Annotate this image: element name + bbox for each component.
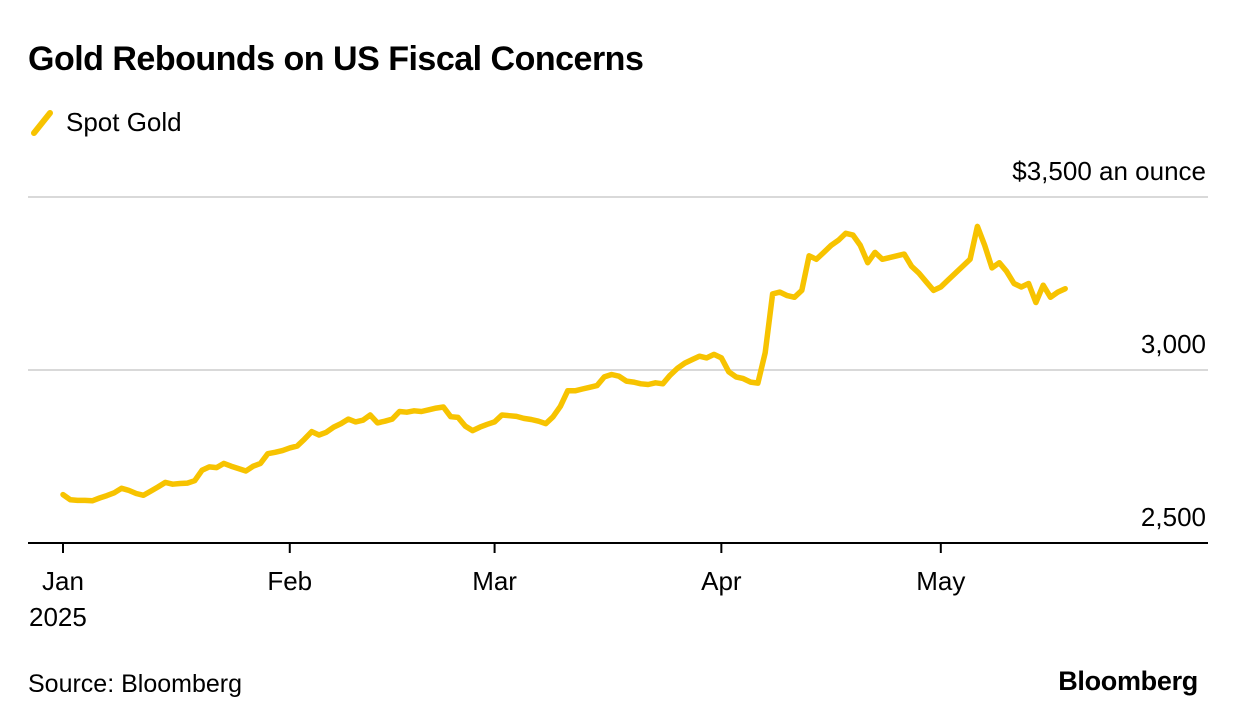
chart-title: Gold Rebounds on US Fiscal Concerns [28, 40, 644, 78]
y-tick-label-3000: 3,000 [1141, 329, 1206, 359]
series [60, 223, 1068, 504]
x-axis [28, 542, 1208, 553]
source-note: Source: Bloomberg [28, 670, 243, 698]
series-line-spot-gold [60, 223, 1068, 504]
legend-swatch-spot-gold [31, 110, 53, 136]
x-tick-label-may: May [916, 566, 965, 596]
legend-label-spot-gold: Spot Gold [66, 106, 182, 137]
x-tick-labels: Jan 2025 Feb Mar Apr May [29, 566, 965, 632]
y-tick-label-2500: 2,500 [1141, 502, 1206, 532]
bloomberg-logo: Bloomberg [1058, 666, 1198, 696]
x-tick-label-mar: Mar [472, 566, 517, 596]
x-tick-label-apr: Apr [701, 566, 742, 596]
x-tick-label-feb: Feb [267, 566, 312, 596]
x-tick-label-jan: Jan [42, 566, 84, 596]
y-tick-label-3500: $3,500 an ounce [1012, 156, 1206, 186]
y-tick-labels: $3,500 an ounce 3,000 2,500 [1012, 156, 1206, 532]
legend: Spot Gold [28, 104, 182, 140]
gridlines [28, 196, 1208, 371]
x-tick-sublabel-year: 2025 [29, 602, 87, 632]
